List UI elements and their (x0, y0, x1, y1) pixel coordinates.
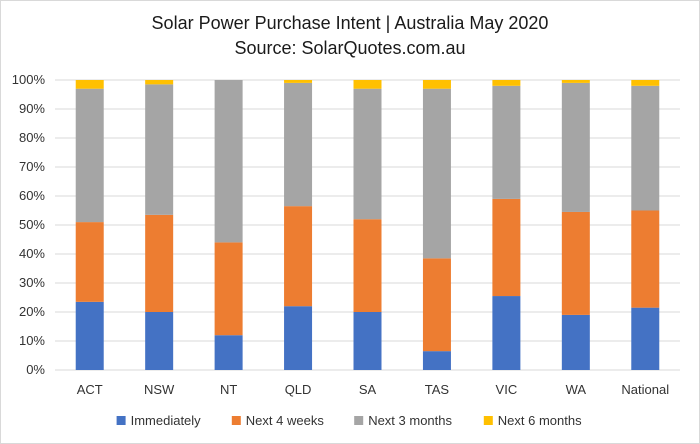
y-tick-label: 60% (19, 188, 45, 203)
legend-swatch (354, 416, 364, 425)
bar-segment (492, 80, 521, 86)
bar-segment (214, 242, 243, 336)
y-tick-label: 70% (19, 159, 45, 174)
bar-segment (561, 80, 590, 83)
bar-segment (353, 219, 382, 312)
bar-segment (422, 80, 451, 89)
x-tick-label: NT (220, 382, 237, 397)
y-tick-label: 90% (19, 101, 45, 116)
bar-segment (284, 80, 313, 83)
bar-segment (561, 82, 590, 212)
y-tick-label: 10% (19, 333, 45, 348)
bar-segment (75, 301, 104, 370)
bar-segment (422, 258, 451, 352)
bar-segment (75, 222, 104, 302)
y-tick-label: 40% (19, 246, 45, 261)
y-tick-label: 100% (12, 72, 46, 87)
x-tick-label: SA (359, 382, 377, 397)
bar-segment (631, 307, 660, 370)
bar-segment (284, 306, 313, 370)
bar-segment (492, 85, 521, 199)
bar-segment (353, 80, 382, 89)
bar-segment (145, 80, 174, 85)
y-tick-label: 30% (19, 275, 45, 290)
x-tick-label: ACT (77, 382, 103, 397)
bar-segment (145, 214, 174, 312)
chart-title: Solar Power Purchase Intent | Australia … (151, 13, 549, 33)
legend-swatch (116, 416, 126, 425)
chart-subtitle: Source: SolarQuotes.com.au (234, 38, 466, 58)
bar-segment (631, 210, 660, 308)
bar-segment (145, 84, 174, 215)
legend-label: Immediately (131, 413, 202, 428)
x-tick-label: National (621, 382, 669, 397)
legend-label: Next 4 weeks (246, 413, 325, 428)
x-tick-label: WA (566, 382, 587, 397)
bar-segment (214, 80, 243, 243)
y-tick-label: 50% (19, 217, 45, 232)
legend-swatch (483, 416, 493, 425)
bar-segment (492, 296, 521, 370)
bar-segment (75, 80, 104, 89)
x-tick-label: NSW (144, 382, 175, 397)
x-tick-label: VIC (496, 382, 518, 397)
bar-segment (284, 82, 313, 207)
bar-segment (145, 312, 174, 370)
y-tick-label: 80% (19, 130, 45, 145)
y-tick-label: 20% (19, 304, 45, 319)
bar-segment (284, 206, 313, 307)
bar-segment (561, 314, 590, 370)
legend-label: Next 6 months (498, 413, 582, 428)
bar-segment (492, 198, 521, 297)
bar-segment (75, 88, 104, 223)
x-tick-label: TAS (425, 382, 450, 397)
bar-segment (561, 211, 590, 315)
legend-swatch (231, 416, 241, 425)
bar-segment (353, 88, 382, 220)
bar-segment (422, 88, 451, 259)
bar-segment (422, 351, 451, 370)
x-tick-label: QLD (285, 382, 312, 397)
bar-segment (353, 312, 382, 370)
bar-segment (631, 85, 660, 211)
y-tick-label: 0% (26, 362, 45, 377)
bar-segment (214, 335, 243, 370)
legend-label: Next 3 months (368, 413, 452, 428)
bar-segment (631, 80, 660, 86)
